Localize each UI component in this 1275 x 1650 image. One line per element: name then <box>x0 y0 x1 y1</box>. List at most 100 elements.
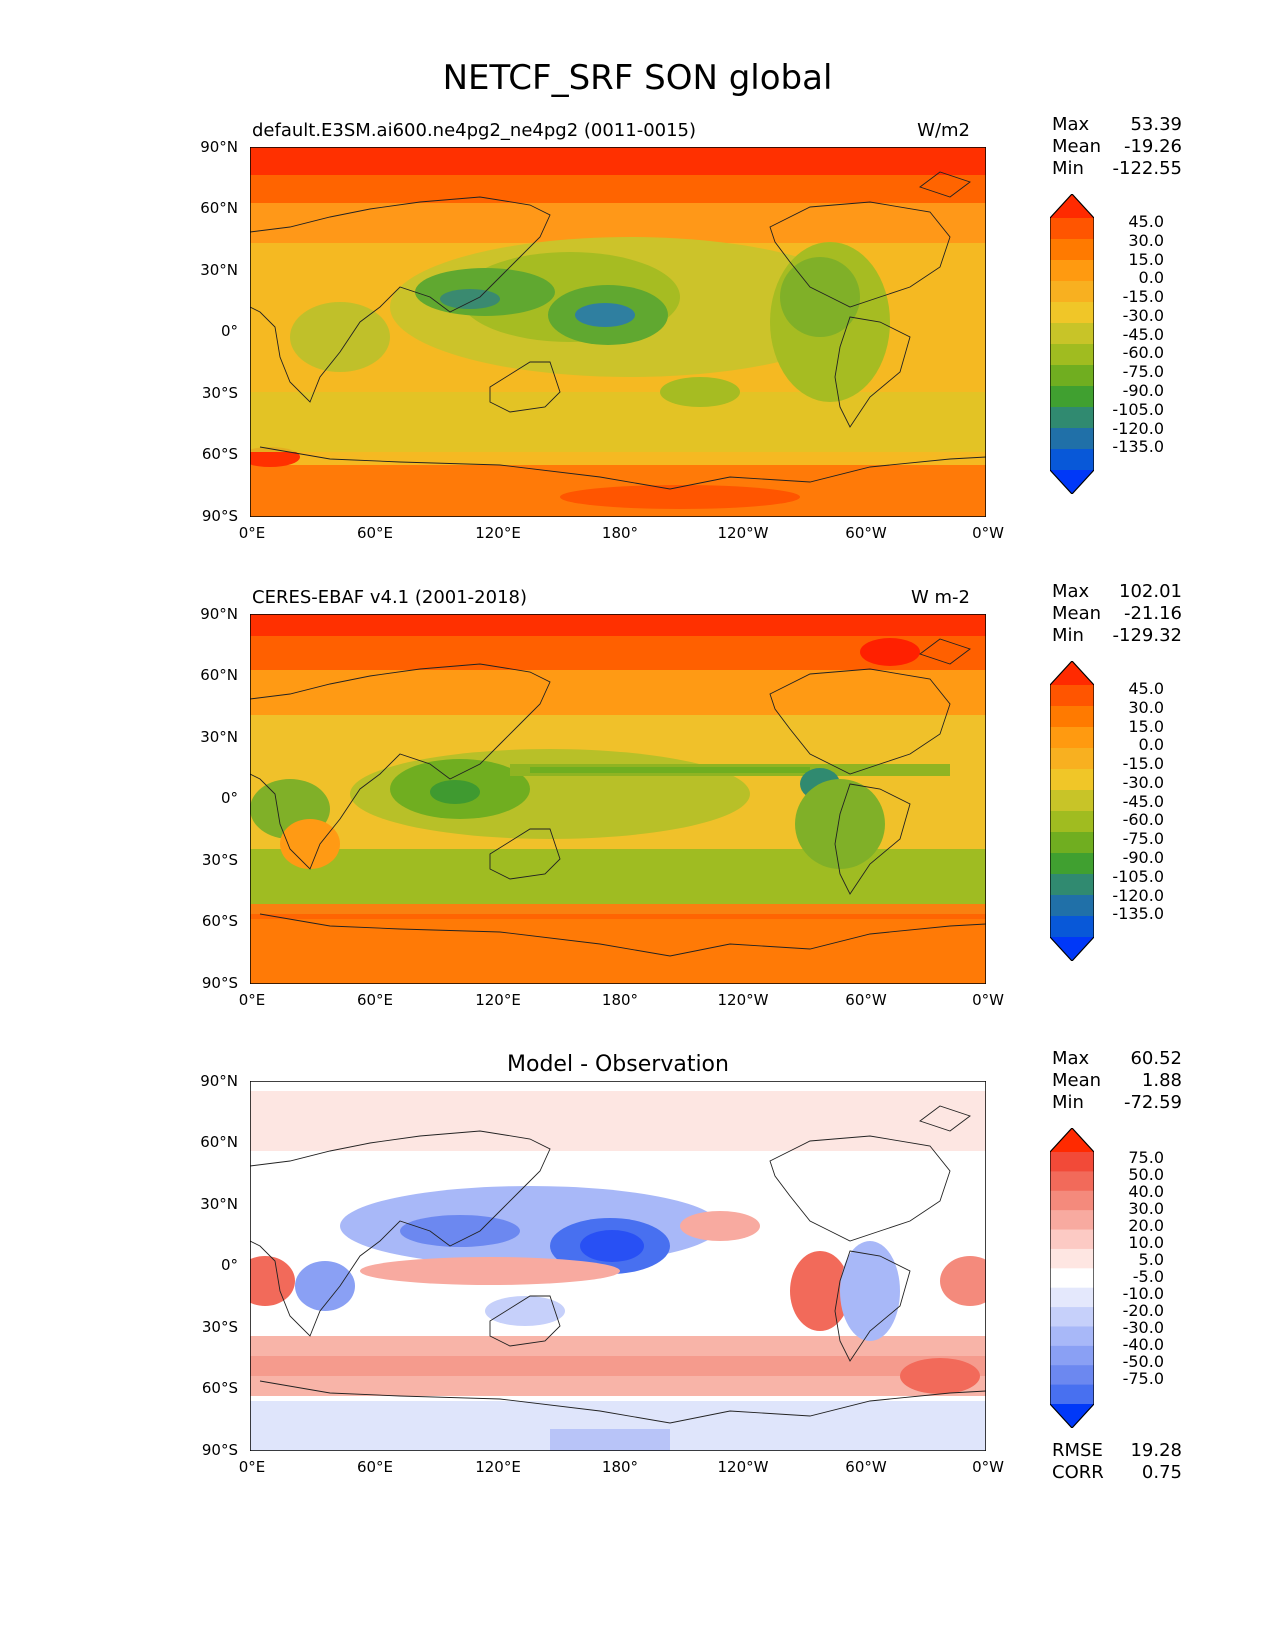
cbar-label: -135.0 <box>1112 904 1164 923</box>
colorbar-segment <box>1050 1345 1094 1366</box>
colorbar-segment <box>1050 1171 1094 1192</box>
cbar-label: 30.0 <box>1128 1199 1164 1218</box>
stat-min-label: Min <box>1052 158 1084 179</box>
stat-max-label: Max <box>1052 114 1090 135</box>
cbar-label: -90.0 <box>1122 848 1164 867</box>
cbar-label: -105.0 <box>1112 400 1164 419</box>
lon-label-120w: 120°W <box>717 991 769 1009</box>
panel-model: default.E3SM.ai600.ne4pg2_ne4pg2 (0011-0… <box>0 114 1275 592</box>
colorbar-segment <box>1050 769 1094 791</box>
obs-stats: Max 102.01 Mean -21.16 Min -129.32 <box>1052 581 1182 647</box>
lon-label-120e: 120°E <box>475 524 521 542</box>
colorbar-segment <box>1050 281 1094 303</box>
lon-label-180: 180° <box>601 524 639 542</box>
lon-label-120w: 120°W <box>717 1458 769 1476</box>
panel-model-title: default.E3SM.ai600.ne4pg2_ne4pg2 (0011-0… <box>252 120 697 141</box>
cbar-label: 15.0 <box>1128 717 1164 736</box>
lat-label-90s: 90°S <box>201 974 238 992</box>
colorbar-segment <box>1050 1152 1094 1172</box>
cbar-label: -120.0 <box>1112 419 1164 438</box>
cbar-label: 30.0 <box>1128 698 1164 717</box>
colorbar-extend-top <box>1050 661 1094 685</box>
lat-label-0: 0° <box>220 789 238 807</box>
cbar-label: -40.0 <box>1122 1335 1164 1354</box>
cbar-label: -60.0 <box>1122 343 1164 362</box>
colorbar-segment <box>1050 323 1094 345</box>
diff-metrics: RMSE 19.28 CORR 0.75 <box>1052 1440 1182 1484</box>
cbar-label: -75.0 <box>1122 1369 1164 1388</box>
lon-label-60e: 60°E <box>356 1458 394 1476</box>
colorbar-segment <box>1050 1326 1094 1347</box>
colorbar-segment <box>1050 218 1094 240</box>
lat-label-30s: 30°S <box>201 384 238 402</box>
lon-label-120e: 120°E <box>475 991 521 1009</box>
cbar-label: -75.0 <box>1122 362 1164 381</box>
lat-label-0: 0° <box>220 322 238 340</box>
panel-model-units: W/m2 <box>917 120 970 141</box>
figure-title: NETCF_SRF SON global <box>442 58 833 98</box>
lon-label-0e: 0°E <box>238 1458 266 1476</box>
rmse-value: 19.28 <box>1130 1440 1182 1461</box>
cbar-label: 15.0 <box>1128 250 1164 269</box>
colorbar-segment <box>1050 239 1094 261</box>
panel-obs-units: W m-2 <box>910 587 970 608</box>
colorbar-segment <box>1050 748 1094 770</box>
cbar-label: 75.0 <box>1128 1148 1164 1167</box>
cbar-label: -120.0 <box>1112 886 1164 905</box>
colorbar-segment <box>1050 1307 1094 1327</box>
colorbar-segment <box>1050 895 1094 917</box>
stat-mean-label: Mean <box>1052 603 1102 624</box>
colorbar-segment <box>1050 727 1094 749</box>
colorbar-segment <box>1050 449 1094 471</box>
cbar-label: -30.0 <box>1122 1318 1164 1337</box>
colorbar-segment <box>1050 916 1094 938</box>
stat-min-value: -129.32 <box>1112 625 1182 646</box>
colorbar-segment <box>1050 386 1094 408</box>
stat-max-value: 53.39 <box>1130 114 1182 135</box>
model-map <box>250 147 986 517</box>
stat-mean-label: Mean <box>1052 136 1102 157</box>
panel-obs-title: CERES-EBAF v4.1 (2001-2018) <box>252 587 528 608</box>
colorbar-segment <box>1050 260 1094 282</box>
lat-label-0: 0° <box>220 1256 238 1274</box>
cbar-label: -10.0 <box>1122 1284 1164 1303</box>
stat-min-label: Min <box>1052 625 1084 646</box>
lat-label-30n: 30°N <box>200 261 238 279</box>
colorbar-extend-top <box>1050 194 1094 218</box>
cbar-label: 5.0 <box>1138 1250 1164 1269</box>
colorbar-extend-bottom <box>1050 937 1094 961</box>
panel-diff-title: Model - Observation <box>507 1052 729 1077</box>
lon-label-0w: 0°W <box>972 991 1004 1009</box>
diff-map <box>250 1081 986 1451</box>
corr-value: 0.75 <box>1141 1462 1182 1483</box>
colorbar-segment <box>1050 1287 1094 1308</box>
colorbar-segment <box>1050 407 1094 429</box>
cbar-label: -50.0 <box>1122 1352 1164 1371</box>
stat-min-value: -72.59 <box>1123 1092 1182 1113</box>
lat-label-60n: 60°N <box>200 199 238 217</box>
stat-min-value: -122.55 <box>1112 158 1182 179</box>
lon-label-180: 180° <box>601 1458 639 1476</box>
colorbar-segment <box>1050 365 1094 387</box>
corr-label: CORR <box>1052 1462 1104 1483</box>
cbar-label: -105.0 <box>1112 867 1164 886</box>
cbar-label: 50.0 <box>1128 1165 1164 1184</box>
colorbar-segment <box>1050 1190 1094 1211</box>
lon-label-180: 180° <box>601 991 639 1009</box>
lon-label-0w: 0°W <box>972 524 1004 542</box>
cbar-label: -20.0 <box>1122 1301 1164 1320</box>
stat-min-label: Min <box>1052 1092 1084 1113</box>
lat-label-90n: 90°N <box>200 138 238 156</box>
colorbar-segment <box>1050 1210 1094 1231</box>
lat-label-60s: 60°S <box>201 1379 238 1397</box>
lat-label-90n: 90°N <box>200 1072 238 1090</box>
stat-mean-label: Mean <box>1052 1070 1102 1091</box>
cbar-label: -75.0 <box>1122 829 1164 848</box>
lat-label-90s: 90°S <box>201 1441 238 1459</box>
colorbar-segment <box>1050 1268 1094 1289</box>
lat-label-30n: 30°N <box>200 728 238 746</box>
panel-diff: Model - Observation 90°N 60°N 30°N <box>0 1048 1275 1526</box>
cbar-label: 40.0 <box>1128 1182 1164 1201</box>
lat-label-60s: 60°S <box>201 445 238 463</box>
colorbar-segment <box>1050 1384 1094 1405</box>
